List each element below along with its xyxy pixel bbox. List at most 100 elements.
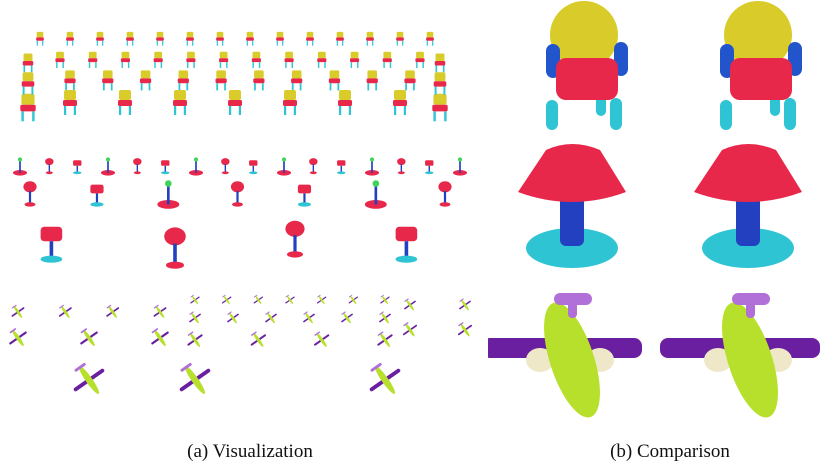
airplane-shape (190, 294, 200, 305)
airplane-body (184, 366, 206, 394)
chair-grid (20, 31, 448, 122)
chair-leg (110, 83, 113, 91)
lamp-stem (236, 191, 239, 205)
chair-leg (299, 83, 302, 91)
chair-leg (784, 98, 796, 130)
chair-shape (102, 70, 114, 91)
chair-leg (162, 40, 164, 46)
airplane-tail (314, 331, 321, 336)
chair-leg (258, 62, 261, 68)
lamp-shape (397, 158, 406, 175)
chair-back (367, 70, 378, 79)
chair-leg (546, 100, 558, 130)
chair-back (416, 51, 424, 59)
chair-leg (416, 62, 418, 68)
lamp-shade (230, 181, 245, 193)
airplane-body (253, 333, 264, 347)
airplane-body (13, 306, 23, 318)
chair-seat (20, 104, 36, 112)
lamp-shade (90, 184, 104, 194)
airplane-shape (80, 328, 98, 347)
lamp-base (133, 171, 141, 175)
airplane-shape (153, 304, 167, 318)
airplane-shape (380, 294, 390, 305)
airplane-tail (11, 304, 17, 309)
chair-seat (173, 100, 187, 106)
chair-shape (177, 70, 189, 91)
airplane-tail (106, 304, 112, 309)
lamp-shape (337, 160, 346, 175)
chair-seat (336, 37, 344, 41)
chair-leg (291, 83, 294, 91)
chair-seat (415, 58, 425, 63)
lamp-shade (397, 158, 406, 166)
chair-leg (396, 40, 398, 46)
airplane-tail (554, 293, 592, 305)
chair-shape (382, 51, 392, 68)
airplane-shape (459, 298, 471, 311)
airplane-tail (341, 311, 346, 315)
lamp-shade (249, 160, 258, 166)
chair-shape (432, 93, 448, 122)
chair-shape (251, 51, 261, 68)
chair-leg (21, 111, 24, 122)
chair-seat (432, 104, 448, 112)
airplane-body (343, 312, 351, 324)
lamp-stem (312, 164, 315, 173)
chair-seat (139, 78, 152, 84)
lamp-shape (425, 160, 434, 175)
chair-seat (215, 78, 227, 84)
airplane-tail (80, 328, 88, 334)
lamp-large (694, 144, 802, 268)
lamp-bulb (165, 180, 172, 187)
chair-back (317, 51, 326, 59)
lamp-base (297, 202, 312, 207)
lamp-shape (164, 227, 186, 269)
airplane-body (318, 295, 325, 305)
airplane-tail (253, 294, 258, 298)
chair-seat (186, 37, 194, 41)
lamp-shade (337, 160, 346, 166)
chair-shape (120, 51, 131, 68)
chair-shape (404, 70, 416, 91)
airplane-body (189, 333, 201, 347)
lamp-shape (309, 158, 318, 175)
chair-shape (20, 93, 36, 122)
airplane-body (381, 295, 389, 305)
chair-back (88, 51, 97, 59)
chair-leg (160, 62, 163, 68)
airplane-shape (253, 294, 264, 305)
chair-shape (215, 70, 227, 91)
chair-leg (229, 106, 232, 115)
comparison-panel (488, 1, 820, 418)
lamp-shade (518, 144, 626, 202)
lamp-bulb (105, 157, 111, 162)
lamp-shade (285, 220, 305, 237)
lamp-shape (221, 158, 230, 175)
chair-back (23, 53, 33, 61)
chair-leg (73, 106, 76, 115)
chair-leg (293, 106, 296, 115)
lamp-base (453, 170, 467, 176)
chair-seat (120, 58, 131, 63)
chair-leg (720, 100, 732, 130)
airplane-shape (316, 294, 327, 305)
chair-leg (426, 40, 428, 46)
lamp-shape (364, 180, 387, 209)
lamp-base (166, 261, 184, 269)
visualization-panel (9, 31, 473, 394)
lamp-bulb (369, 157, 375, 162)
chair-leg (306, 40, 308, 46)
chair-shape (186, 31, 194, 46)
lamp-stem (136, 164, 139, 173)
chair-shape (173, 90, 187, 115)
chair-seat (228, 100, 242, 106)
chair-shape (396, 31, 404, 46)
lamp-shape (73, 160, 82, 175)
airplane-shape (348, 294, 359, 305)
chair-leg (192, 40, 194, 46)
chair-shape (253, 70, 265, 91)
lamp-base (45, 171, 53, 175)
chair-leg (403, 106, 406, 115)
chair-leg (187, 62, 189, 68)
